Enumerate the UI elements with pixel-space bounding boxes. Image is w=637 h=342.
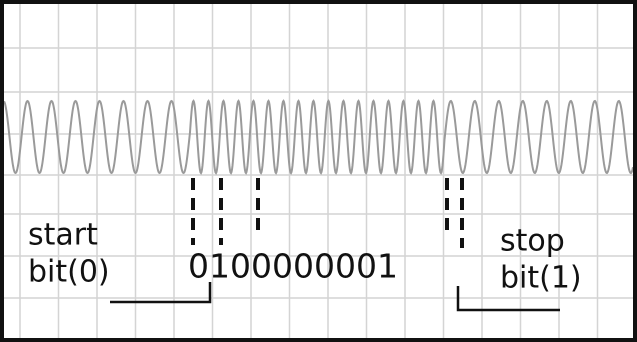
fsk-diagram: start bit(0) 0100000001 stop bit(1)	[0, 0, 637, 342]
stop-bit-label: bit(1)	[500, 261, 582, 296]
start-label: start	[28, 218, 98, 253]
start-bit-label: bit(0)	[28, 255, 110, 290]
bit-sequence: 0100000001	[188, 247, 398, 286]
stop-label: stop	[500, 224, 565, 259]
